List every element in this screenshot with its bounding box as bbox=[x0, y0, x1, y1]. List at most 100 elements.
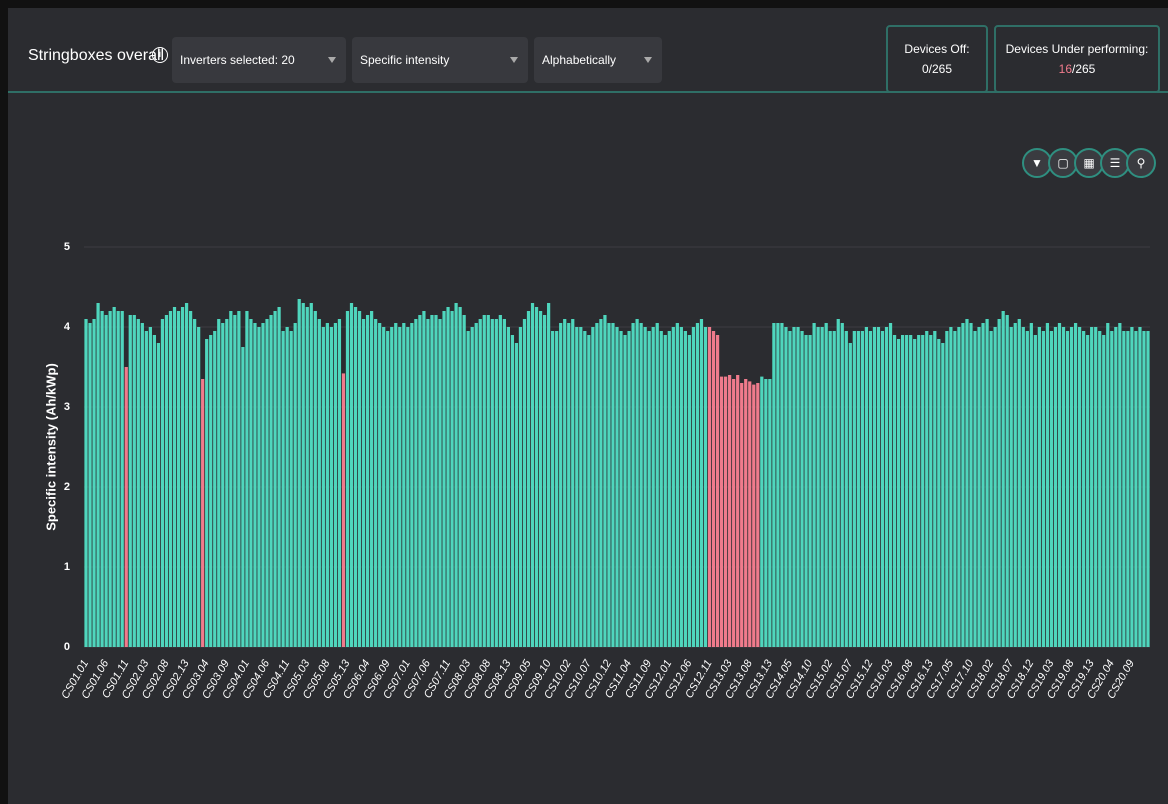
bar bbox=[896, 339, 901, 647]
bar bbox=[977, 327, 981, 647]
bar bbox=[526, 311, 531, 647]
bar bbox=[209, 335, 213, 647]
bar bbox=[1090, 327, 1094, 647]
bar bbox=[780, 323, 784, 647]
bar bbox=[1142, 331, 1146, 647]
bar bbox=[538, 311, 543, 647]
bar bbox=[144, 331, 148, 647]
app: 0 1 2 3 4 5 Specific intensity (Ah/kWp) CS01.01… bbox=[8, 8, 1168, 804]
bar bbox=[506, 327, 510, 647]
bar bbox=[482, 315, 486, 647]
bar bbox=[860, 331, 864, 647]
bar bbox=[438, 319, 442, 647]
bar bbox=[683, 331, 687, 647]
bar bbox=[792, 327, 796, 647]
bar bbox=[1017, 319, 1021, 647]
bar bbox=[913, 339, 917, 647]
devices-off-card: Devices Off: 0/265 bbox=[886, 25, 988, 93]
bar bbox=[249, 319, 253, 647]
bar bbox=[285, 327, 289, 647]
dropdown[interactable]: Alphabetically bbox=[534, 37, 662, 83]
bar bbox=[92, 319, 96, 647]
bar bbox=[378, 323, 382, 647]
bar bbox=[201, 379, 205, 647]
y-tick-label: 0 bbox=[64, 641, 70, 653]
bar bbox=[100, 311, 104, 647]
bar bbox=[703, 327, 708, 647]
bar bbox=[1053, 327, 1058, 647]
card-value: 0/265 bbox=[921, 62, 953, 76]
bar bbox=[579, 327, 583, 647]
bar bbox=[1094, 327, 1098, 647]
bar bbox=[293, 323, 297, 647]
bar bbox=[297, 299, 301, 647]
zoom-button[interactable]: ⚲ bbox=[1126, 148, 1156, 178]
bar bbox=[687, 335, 692, 647]
bar bbox=[1114, 327, 1118, 647]
bar bbox=[973, 331, 977, 647]
y-tick-label: 5 bbox=[64, 241, 70, 253]
bar bbox=[736, 375, 740, 647]
bar bbox=[965, 319, 969, 647]
bar bbox=[430, 315, 434, 647]
dropdown[interactable]: Inverters selected: 20 bbox=[172, 37, 346, 83]
bar bbox=[410, 323, 414, 647]
bar bbox=[852, 331, 856, 647]
bar bbox=[289, 331, 293, 647]
bar bbox=[225, 319, 229, 647]
bar bbox=[140, 323, 144, 647]
bar bbox=[1118, 323, 1122, 647]
bar bbox=[824, 323, 828, 647]
bar bbox=[1009, 327, 1013, 647]
bar bbox=[402, 323, 406, 647]
bar bbox=[1033, 335, 1037, 647]
bar bbox=[398, 327, 402, 647]
bar bbox=[607, 323, 611, 647]
bar bbox=[486, 315, 490, 647]
bar bbox=[458, 307, 462, 647]
bar bbox=[772, 323, 776, 647]
info-icon[interactable]: i bbox=[152, 47, 168, 63]
bar bbox=[124, 367, 128, 647]
bar bbox=[446, 307, 450, 647]
bar bbox=[559, 323, 563, 647]
bar bbox=[905, 335, 909, 647]
bar bbox=[832, 331, 836, 647]
bar bbox=[611, 323, 615, 647]
bar bbox=[1098, 331, 1102, 647]
bar bbox=[740, 383, 744, 647]
dropdown[interactable]: Specific intensity bbox=[352, 37, 528, 83]
bar bbox=[542, 315, 547, 647]
bar bbox=[136, 319, 140, 647]
bar bbox=[462, 315, 466, 647]
y-axis-label: Specific intensity (Ah/kWp) bbox=[43, 363, 58, 531]
bar bbox=[450, 311, 454, 647]
bar bbox=[699, 319, 704, 647]
bar bbox=[265, 319, 269, 647]
bar bbox=[1134, 331, 1138, 647]
bar bbox=[414, 319, 418, 647]
bar bbox=[454, 303, 458, 647]
bar bbox=[1130, 327, 1134, 647]
bar bbox=[108, 311, 112, 647]
bar bbox=[321, 327, 325, 647]
bar bbox=[1146, 331, 1150, 647]
bar bbox=[603, 315, 607, 647]
bar bbox=[1086, 335, 1090, 647]
bar bbox=[1025, 331, 1029, 647]
bar bbox=[667, 331, 671, 647]
bar bbox=[1041, 331, 1046, 647]
bar bbox=[128, 315, 132, 647]
bar bbox=[1102, 335, 1106, 647]
bar bbox=[426, 319, 430, 647]
bar bbox=[647, 331, 651, 647]
card-label: Devices Under performing: bbox=[1005, 42, 1149, 56]
bar bbox=[563, 319, 567, 647]
bar bbox=[969, 323, 973, 647]
bar bbox=[715, 335, 720, 647]
bar bbox=[848, 343, 852, 647]
bar bbox=[808, 335, 812, 647]
bar bbox=[981, 323, 985, 647]
bar bbox=[394, 323, 398, 647]
bar bbox=[868, 331, 873, 647]
